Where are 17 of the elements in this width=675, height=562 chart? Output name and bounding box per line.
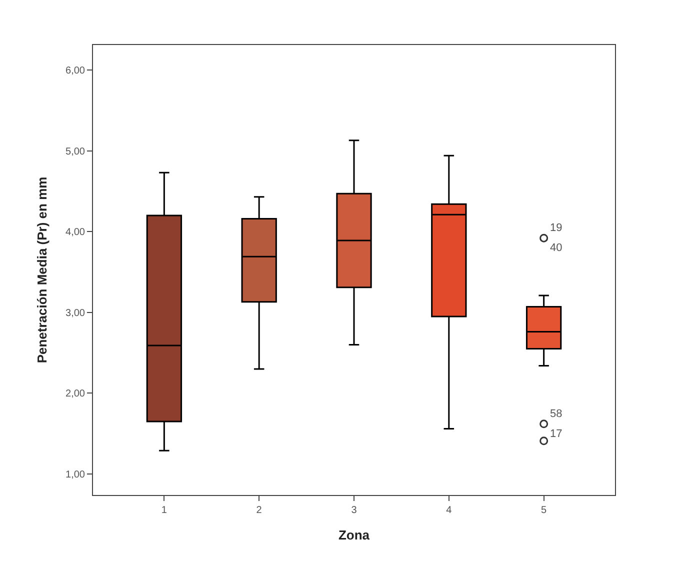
x-tick-label: 2 — [256, 505, 262, 516]
annotation: 19 — [550, 222, 562, 234]
y-axis-title: Penetración Media (Pr) en mm — [34, 176, 50, 364]
x-axis-title: Zona — [338, 528, 370, 543]
annotation: 58 — [550, 408, 562, 420]
y-tick-label: 4,00 — [66, 227, 86, 238]
x-tick-label: 1 — [161, 505, 168, 516]
y-tick-label: 2,00 — [66, 388, 86, 400]
annotation: 17 — [550, 428, 562, 440]
x-tick-label: 3 — [351, 505, 358, 516]
annotation: 40 — [550, 242, 562, 254]
y-tick-label: 5,00 — [66, 146, 86, 158]
y-tick-label: 3,00 — [66, 308, 86, 319]
x-tick-label: 5 — [541, 505, 548, 516]
y-tick-label: 1,00 — [66, 469, 86, 480]
y-tick-label: 6,00 — [66, 66, 86, 77]
x-tick-label: 4 — [446, 505, 452, 516]
